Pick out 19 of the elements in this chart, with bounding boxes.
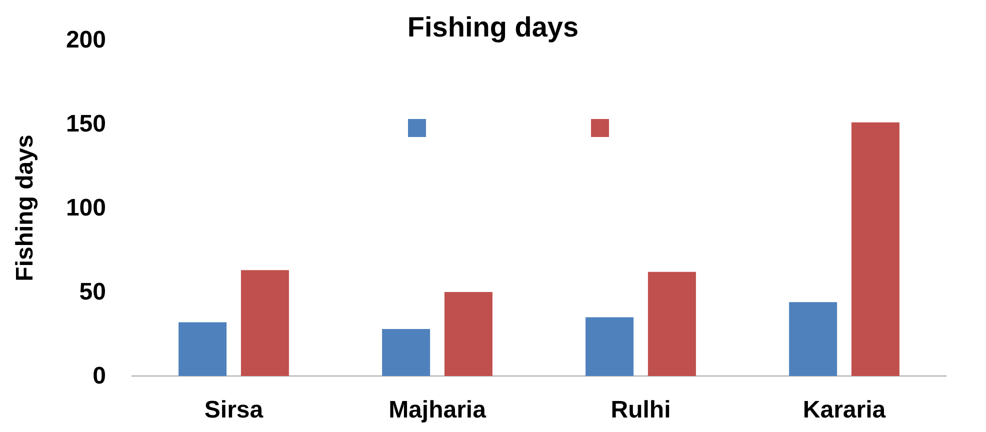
y-tick-label: 100 xyxy=(66,194,106,222)
bar xyxy=(382,328,430,376)
y-tick-label: 150 xyxy=(66,110,106,138)
x-tick-label: Majharia xyxy=(388,396,487,424)
bar xyxy=(178,322,227,376)
bar xyxy=(789,302,838,376)
bar xyxy=(444,292,492,376)
x-tick-label: Kararia xyxy=(802,396,886,424)
y-axis-title: Fishing days xyxy=(12,134,38,282)
y-tick-label: 50 xyxy=(79,278,106,306)
chart-title: Fishing days xyxy=(407,12,579,42)
x-tick-label: Rulhi xyxy=(610,396,671,424)
x-tick-label: Sirsa xyxy=(204,396,264,424)
y-tick-label: 0 xyxy=(92,362,106,390)
y-tick-label: 200 xyxy=(66,26,106,54)
bar xyxy=(586,317,634,376)
bar xyxy=(648,272,696,376)
bar xyxy=(851,122,900,376)
bar xyxy=(240,270,289,376)
